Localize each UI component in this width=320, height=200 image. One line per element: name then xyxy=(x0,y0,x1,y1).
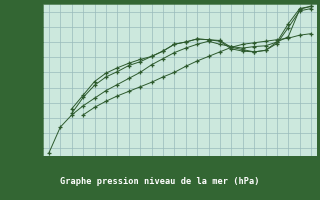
Text: Graphe pression niveau de la mer (hPa): Graphe pression niveau de la mer (hPa) xyxy=(60,177,260,186)
